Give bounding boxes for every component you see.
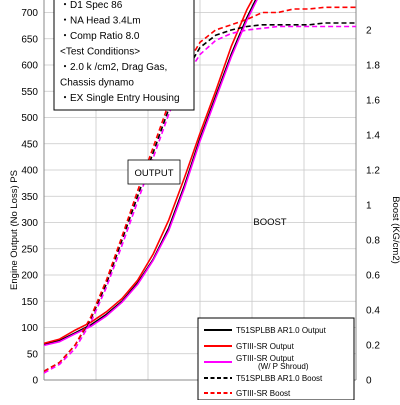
series-group xyxy=(44,0,356,374)
conditions-line: ・2.0 k /cm2, Drag Gas, xyxy=(60,62,167,73)
left-tick-label: 200 xyxy=(21,271,38,282)
left-tick-label: 350 xyxy=(21,192,38,203)
conditions-line: Chassis dynamo xyxy=(60,78,134,89)
left-tick-label: 650 xyxy=(21,34,38,45)
output-annotation-box xyxy=(127,159,181,185)
right-tick-label: 1 xyxy=(366,201,372,212)
conditions-line: ・NA Head 3.4Lm xyxy=(60,16,141,27)
left-tick-label: 250 xyxy=(21,244,38,255)
right-tick-label: 1.8 xyxy=(366,61,380,72)
right-tick-label: 0.2 xyxy=(366,341,380,352)
right-tick-label: 0.8 xyxy=(366,236,380,247)
series-line-3 xyxy=(44,0,258,347)
legend-box xyxy=(197,317,355,401)
legend-label-4: T51SPLBB AR1.0 Boost xyxy=(236,374,323,383)
conditions-line: ・EX Single Entry Housing xyxy=(60,93,180,104)
left-tick-label: 50 xyxy=(27,349,39,360)
boost-annotation: BOOST xyxy=(253,217,286,228)
right-tick-label: 2 xyxy=(366,26,372,37)
left-tick-label: 100 xyxy=(21,323,38,334)
left-tick-label: 450 xyxy=(21,139,38,150)
series-line-4 xyxy=(44,22,356,372)
right-tick-label: 1.6 xyxy=(366,96,380,107)
legend-label-1: T51SPLBB AR1.0 Output xyxy=(236,326,327,335)
left-tick-label: 700 xyxy=(21,8,38,19)
left-tick-label: 600 xyxy=(21,61,38,72)
right-axis-title: Boost (KG/cm2) xyxy=(390,196,400,264)
output-annotation: OUTPUT xyxy=(134,168,173,179)
right-tick-label: 1.4 xyxy=(366,131,380,142)
legend-label-3-sub: (W/ P Shroud) xyxy=(258,362,309,371)
right-tick-label: 0.6 xyxy=(366,271,380,282)
left-tick-label: 0 xyxy=(32,376,38,387)
left-tick-label: 300 xyxy=(21,218,38,229)
right-tick-label: 0.4 xyxy=(366,306,380,317)
right-tick-label: 0 xyxy=(366,376,372,387)
left-tick-label: 150 xyxy=(21,297,38,308)
left-tick-label: 500 xyxy=(21,113,38,124)
left-axis-title: Engine Output (No Loss) PS xyxy=(9,170,20,290)
legend-label-2: GTIII-SR Output xyxy=(236,342,295,351)
left-tick-label: 400 xyxy=(21,166,38,177)
series-line-1 xyxy=(44,0,257,346)
conditions-line: ・Comp Ratio 8.0 xyxy=(60,31,140,42)
right-tick-label: 1.2 xyxy=(366,166,380,177)
left-tick-label: 550 xyxy=(21,87,38,98)
series-line-2 xyxy=(44,0,254,345)
conditions-line: ・D1 Spec 86 xyxy=(60,0,123,11)
legend-label-3: GTIII-SR Output xyxy=(236,354,295,363)
series-line-5 xyxy=(44,6,356,372)
conditions-line: <Test Conditions> xyxy=(60,47,140,58)
series-line-6 xyxy=(44,25,356,374)
legend-label-5: GTIII-SR Boost xyxy=(236,389,291,398)
conditions-box xyxy=(53,0,195,111)
